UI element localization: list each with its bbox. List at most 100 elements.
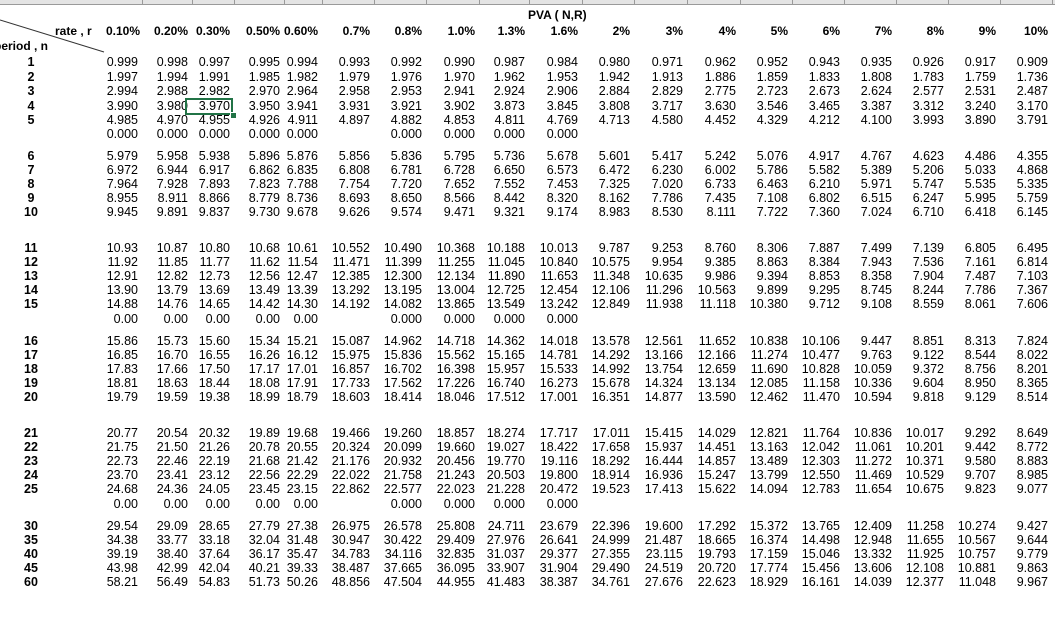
table-cell[interactable]: 2.577 — [912, 84, 944, 98]
table-cell[interactable]: 11.62 — [249, 255, 280, 269]
table-cell[interactable]: 13.754 — [644, 362, 683, 376]
table-cell[interactable]: 4.882 — [390, 113, 422, 127]
table-cell[interactable]: 16.936 — [644, 468, 683, 482]
table-cell[interactable]: 11.272 — [854, 454, 892, 468]
corner-rate-label[interactable]: rate , r — [55, 24, 92, 38]
table-cell[interactable]: 27.38 — [286, 519, 318, 533]
table-cell[interactable]: 14.018 — [539, 334, 578, 348]
table-cell[interactable]: 10.594 — [853, 390, 892, 404]
table-cell[interactable]: 8.745 — [860, 283, 892, 297]
table-cell[interactable]: 0.998 — [156, 55, 188, 69]
table-cell[interactable]: 12.303 — [801, 454, 840, 468]
table-cell[interactable]: 8.911 — [157, 191, 188, 205]
table-cell[interactable]: 19.660 — [436, 440, 475, 454]
row-number[interactable]: 20 — [24, 390, 38, 404]
table-cell[interactable]: 4.100 — [860, 113, 892, 127]
table-cell[interactable]: 17.011 — [592, 426, 630, 440]
table-cell[interactable]: 9.122 — [912, 348, 944, 362]
table-cell[interactable]: 0.984 — [546, 55, 578, 69]
table-cell[interactable]: 39.33 — [286, 561, 318, 575]
table-cell[interactable]: 7.536 — [912, 255, 944, 269]
table-cell[interactable]: 15.34 — [248, 334, 280, 348]
table-cell[interactable]: 10.757 — [957, 547, 996, 561]
table-cell[interactable]: 10.201 — [905, 440, 944, 454]
table-cell[interactable]: 16.85 — [106, 348, 138, 362]
row-number[interactable]: 10 — [24, 205, 38, 219]
table-cell[interactable]: 16.374 — [749, 533, 788, 547]
table-cell[interactable]: 6.573 — [546, 163, 578, 177]
table-cell[interactable]: 7.823 — [248, 177, 280, 191]
table-cell[interactable]: 1.982 — [286, 70, 318, 84]
table-cell[interactable]: 1.997 — [106, 70, 138, 84]
table-cell[interactable]: 2.624 — [860, 84, 892, 98]
table-cell[interactable]: 13.004 — [436, 283, 475, 297]
table-cell[interactable]: 4.897 — [338, 113, 370, 127]
table-cell[interactable]: 9.837 — [198, 205, 230, 219]
table-cell[interactable]: 2.906 — [546, 84, 578, 98]
table-cell[interactable]: 18.603 — [331, 390, 370, 404]
table-cell[interactable]: 13.39 — [286, 283, 318, 297]
table-cell[interactable]: 9.385 — [704, 255, 736, 269]
table-cell[interactable]: 3.791 — [1016, 113, 1048, 127]
table-cell[interactable]: 11.469 — [854, 468, 892, 482]
table-cell[interactable]: 9.447 — [860, 334, 892, 348]
table-cell[interactable]: 0.980 — [598, 55, 630, 69]
table-cell[interactable]: 0.943 — [808, 55, 840, 69]
table-cell[interactable]: 20.472 — [539, 482, 578, 496]
table-cell[interactable]: 1.783 — [912, 70, 944, 84]
table-cell[interactable]: 9.986 — [704, 269, 736, 283]
table-cell[interactable]: 6.710 — [912, 205, 944, 219]
row-number[interactable]: 2 — [27, 70, 35, 84]
table-cell[interactable]: 26.975 — [331, 519, 370, 533]
table-cell[interactable]: 24.68 — [106, 482, 138, 496]
row-number[interactable]: 7 — [27, 163, 35, 177]
table-cell[interactable]: 8.559 — [912, 297, 944, 311]
table-cell[interactable]: 1.994 — [156, 70, 188, 84]
table-cell[interactable]: 0.00 — [293, 312, 318, 326]
table-cell[interactable]: 0.926 — [912, 55, 944, 69]
table-cell[interactable]: 12.377 — [905, 575, 944, 589]
table-cell[interactable]: 8.111 — [706, 205, 736, 219]
table-cell[interactable]: 8.022 — [1016, 348, 1048, 362]
fill-handle[interactable] — [230, 112, 237, 119]
table-cell[interactable]: 12.409 — [853, 519, 892, 533]
table-cell[interactable]: 13.799 — [749, 468, 788, 482]
table-cell[interactable]: 16.70 — [156, 348, 188, 362]
table-cell[interactable]: 33.18 — [198, 533, 230, 547]
table-cell[interactable]: 2.941 — [443, 84, 475, 98]
table-cell[interactable]: 3.931 — [338, 99, 370, 113]
table-cell[interactable]: 6.728 — [443, 163, 475, 177]
table-cell[interactable]: 22.29 — [286, 468, 318, 482]
table-cell[interactable]: 3.808 — [598, 99, 630, 113]
table-cell[interactable]: 34.116 — [384, 547, 422, 561]
table-cell[interactable]: 13.79 — [156, 283, 188, 297]
row-number[interactable]: 30 — [24, 519, 38, 533]
table-cell[interactable]: 22.19 — [198, 454, 230, 468]
table-cell[interactable]: 8.863 — [756, 255, 788, 269]
table-cell[interactable]: 26.641 — [539, 533, 578, 547]
table-cell[interactable]: 33.907 — [486, 561, 525, 575]
table-cell[interactable]: 6.145 — [1016, 205, 1048, 219]
row-number[interactable]: 11 — [24, 241, 38, 255]
table-cell[interactable]: 12.56 — [248, 269, 280, 283]
table-cell[interactable]: 10.575 — [591, 255, 630, 269]
table-cell[interactable]: 14.451 — [697, 440, 736, 454]
table-cell[interactable]: 13.765 — [801, 519, 840, 533]
table-cell[interactable]: 38.40 — [156, 547, 188, 561]
table-cell[interactable]: 11.399 — [384, 255, 422, 269]
table-cell[interactable]: 7.786 — [651, 191, 683, 205]
table-cell[interactable]: 2.994 — [106, 84, 138, 98]
table-cell[interactable]: 5.335 — [1016, 177, 1048, 191]
table-cell[interactable]: 18.274 — [486, 426, 525, 440]
table-cell[interactable]: 17.01 — [286, 362, 318, 376]
table-cell[interactable]: 10.567 — [957, 533, 996, 547]
table-cell[interactable]: 16.55 — [198, 348, 230, 362]
table-cell[interactable]: 6.862 — [248, 163, 280, 177]
table-cell[interactable]: 12.134 — [436, 269, 475, 283]
table-cell[interactable]: 1.976 — [390, 70, 422, 84]
row-number[interactable]: 21 — [24, 426, 38, 440]
rate-header-0.20%[interactable]: 0.20% — [153, 24, 188, 38]
table-cell[interactable]: 50.26 — [286, 575, 318, 589]
table-cell[interactable]: 4.811 — [494, 113, 525, 127]
table-cell[interactable]: 15.678 — [591, 376, 630, 390]
